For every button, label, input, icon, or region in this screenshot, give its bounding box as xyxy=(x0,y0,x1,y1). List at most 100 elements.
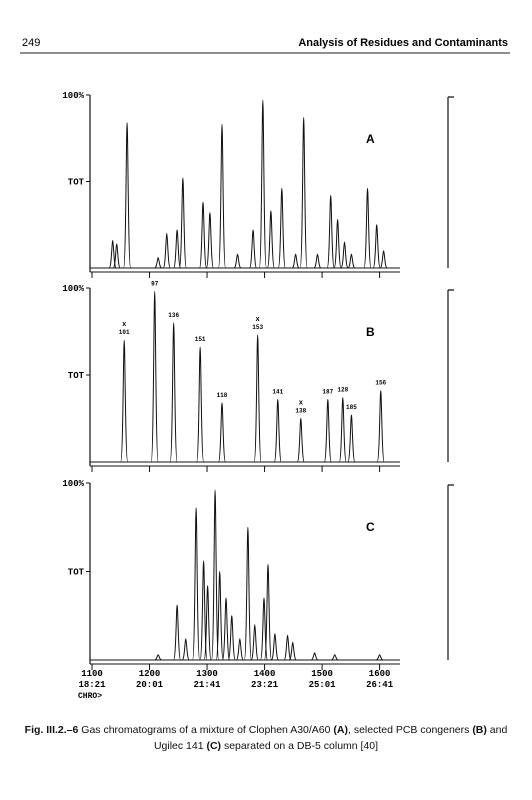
right-bracket xyxy=(447,289,454,462)
peak xyxy=(196,346,205,463)
caption-label: Fig. III.2.–6 xyxy=(24,724,79,736)
peak xyxy=(227,615,236,661)
x-tick-time: 23:21 xyxy=(251,680,279,690)
peak-label: 136 xyxy=(168,312,179,319)
peak-mark: x xyxy=(256,316,261,324)
caption: Fig. III.2.–6 Gas chromatograms of a mix… xyxy=(22,722,510,754)
peak xyxy=(154,257,162,269)
peak xyxy=(323,398,332,463)
peak xyxy=(266,210,275,269)
peak xyxy=(372,224,381,269)
y-tick-label: 100% xyxy=(62,284,84,294)
peak xyxy=(291,253,300,269)
peak-label: 138 xyxy=(295,408,306,415)
peak-label: 141 xyxy=(272,388,283,395)
right-bracket xyxy=(447,484,454,660)
peak xyxy=(270,632,279,661)
peak xyxy=(299,116,308,269)
x-tick-label: 1200 xyxy=(139,669,161,679)
peak-label: 156 xyxy=(375,380,386,387)
peak xyxy=(250,624,259,661)
caption-text: Gas chromatograms of a mixture of Clophe… xyxy=(78,724,334,736)
caption-text: (A) xyxy=(333,724,348,736)
peak xyxy=(331,654,339,661)
peak xyxy=(347,253,356,269)
caption-text: and Ugilec 141 xyxy=(153,724,508,752)
peak xyxy=(313,253,322,269)
peak xyxy=(154,654,162,661)
peak xyxy=(211,489,220,661)
panel-label: A xyxy=(366,132,375,146)
peak xyxy=(222,597,231,661)
peak xyxy=(192,507,201,661)
peak xyxy=(273,398,282,463)
peak xyxy=(150,290,159,463)
peak xyxy=(112,243,121,269)
peak xyxy=(310,652,319,661)
x-tick-label: 1500 xyxy=(311,669,333,679)
peak xyxy=(243,526,252,661)
peak-label: 151 xyxy=(195,336,206,343)
panel-label: C xyxy=(366,520,375,534)
peak xyxy=(123,122,132,269)
peak xyxy=(340,241,349,269)
peak xyxy=(218,402,226,463)
peak xyxy=(120,339,129,463)
peak xyxy=(338,397,347,463)
y-tick-label: 100% xyxy=(62,91,84,101)
peak xyxy=(249,229,258,269)
peak xyxy=(277,187,286,269)
x-tick-label: 1300 xyxy=(196,669,218,679)
panel-label: B xyxy=(366,325,375,339)
peak xyxy=(162,232,171,269)
peak xyxy=(296,417,305,463)
x-tick-time: 20:01 xyxy=(136,680,164,690)
peak xyxy=(199,560,208,661)
peak xyxy=(235,638,244,661)
peak xyxy=(233,253,242,269)
peak-label: 153 xyxy=(252,324,263,331)
peak xyxy=(264,563,273,661)
peak-mark: x xyxy=(122,321,127,329)
x-tick-time: 21:41 xyxy=(194,680,222,690)
peak xyxy=(169,322,178,463)
peak xyxy=(218,123,226,269)
caption-text: , selected PCB congeners xyxy=(347,724,473,736)
right-bracket xyxy=(447,96,454,268)
peak xyxy=(283,634,292,661)
peak xyxy=(379,250,388,269)
peak xyxy=(181,638,190,661)
x-tick-time: 25:01 xyxy=(309,680,337,690)
peak xyxy=(375,654,384,661)
peak xyxy=(205,212,214,269)
x-axis-label: CHRO> xyxy=(78,692,102,701)
y-tick-label: TOT xyxy=(68,568,85,578)
peak-label: 187 xyxy=(322,388,333,395)
x-tick-label: 1100 xyxy=(81,669,103,679)
caption-text: (C) xyxy=(206,740,222,752)
peak xyxy=(258,99,267,269)
y-tick-label: 100% xyxy=(62,479,84,489)
page-number: 249 xyxy=(22,37,40,49)
peak xyxy=(215,570,224,661)
running-title: Analysis of Residues and Contaminants xyxy=(298,37,508,49)
peak xyxy=(288,641,297,661)
peak xyxy=(178,177,187,269)
caption-text: (B) xyxy=(472,724,487,736)
peak-mark: x xyxy=(299,400,304,408)
peak xyxy=(253,334,262,463)
peak xyxy=(173,229,182,269)
caption-text: separated on a DB-5 column [40] xyxy=(221,740,379,752)
peak xyxy=(363,187,372,269)
peak xyxy=(333,219,342,269)
x-tick-time: 26:41 xyxy=(366,680,394,690)
peak-label: 118 xyxy=(217,392,228,399)
peak-label: 185 xyxy=(346,404,357,411)
peak xyxy=(376,390,385,463)
peak xyxy=(199,201,208,269)
x-tick-time: 18:21 xyxy=(78,680,106,690)
x-tick-label: 1600 xyxy=(369,669,391,679)
peak xyxy=(326,194,335,269)
